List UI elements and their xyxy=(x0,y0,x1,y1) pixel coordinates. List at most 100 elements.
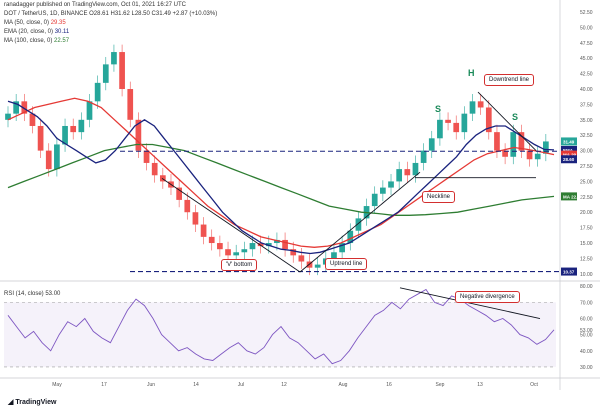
candle-body xyxy=(404,169,411,176)
right-shoulder-label: S xyxy=(512,112,519,122)
price-tag-bg xyxy=(561,145,577,154)
symbol-line: DOT / TetherUS, 1D, BINANCE O28.61 H31.6… xyxy=(4,11,218,17)
candle-body xyxy=(355,218,362,231)
candle-body xyxy=(233,252,240,256)
v-bottom-line xyxy=(161,177,301,273)
price-tick-label: 30.00 xyxy=(580,149,593,155)
candle-body xyxy=(371,193,378,207)
price-tick-label: 12.50 xyxy=(580,256,593,262)
price-tick-label: 10.00 xyxy=(580,272,593,278)
indicator-ma100-value: 22.57 xyxy=(54,38,70,44)
indicator-ma50-value: 29.35 xyxy=(50,20,66,26)
ma100-line xyxy=(7,143,555,216)
price-tick-label: 22.50 xyxy=(580,195,593,201)
candle-body xyxy=(159,175,166,182)
neckline-annotation: Neckline xyxy=(422,191,456,203)
candle-body xyxy=(380,187,386,194)
candle-body xyxy=(265,243,272,247)
candle-body xyxy=(298,255,305,262)
price-tick-label: 50.00 xyxy=(580,25,593,31)
head-label: H xyxy=(468,68,475,78)
price-tag-label: 31.49 xyxy=(563,139,575,144)
downtrend-annotation: Downtrend line xyxy=(484,74,535,86)
rsi-tick-label: 80.00 xyxy=(580,284,593,290)
footer-text: TradingView xyxy=(15,399,57,406)
candle-body xyxy=(282,239,288,250)
price-tick-label: 25.00 xyxy=(580,179,593,185)
candle-body xyxy=(534,153,541,160)
price-tick-label: 42.50 xyxy=(580,72,593,78)
indicator-ema20-label: EMA (20, close, 0) xyxy=(4,29,54,35)
candle-body xyxy=(119,52,125,90)
candle-body xyxy=(45,150,52,170)
candle-body xyxy=(542,141,549,154)
time-tick-label: Sep xyxy=(436,382,445,388)
time-tick-label: Jun xyxy=(147,382,155,388)
candle-body xyxy=(102,64,109,83)
candle-body xyxy=(151,162,158,176)
candle-body xyxy=(127,89,134,120)
candle-body xyxy=(428,138,435,151)
candle-body xyxy=(257,243,264,247)
candle-body xyxy=(62,125,68,145)
candle-body xyxy=(200,224,207,237)
candle-body xyxy=(21,101,28,114)
candle-body xyxy=(510,132,517,157)
indicator-ema20-value: 30.11 xyxy=(54,29,70,35)
rsi-tick-label: 40.00 xyxy=(580,349,593,355)
candle-body xyxy=(494,132,500,151)
candle-body xyxy=(70,125,77,133)
rsi-divergence-line xyxy=(399,287,541,319)
candle-body xyxy=(485,107,492,133)
time-tick-label: 12 xyxy=(281,382,287,388)
candle-body xyxy=(388,181,394,188)
price-tick-label: 40.00 xyxy=(580,87,593,93)
candle-body xyxy=(86,101,93,120)
rsi-tick-label: 70.00 xyxy=(580,300,593,306)
negative-divergence-annotation: Negative divergence xyxy=(455,291,520,303)
candle-body xyxy=(249,243,256,250)
candle-body xyxy=(184,199,191,213)
candle-body xyxy=(208,236,215,244)
price-tag-label: MA 29.35 xyxy=(563,153,583,158)
candle-body xyxy=(314,264,321,268)
candle-body xyxy=(13,101,20,114)
indicator-ma100: MA (100, close, 0) 22.57 xyxy=(4,38,69,44)
candle-body xyxy=(445,119,451,123)
candle-body xyxy=(241,249,248,253)
candle-body xyxy=(54,144,60,170)
rsi-tick-label: 50.00 xyxy=(580,333,593,339)
candle-body xyxy=(29,113,36,126)
candle-body xyxy=(111,52,117,65)
uptrend-line xyxy=(299,171,421,273)
time-tick-label: 16 xyxy=(386,382,392,388)
price-tag-bg xyxy=(561,267,577,276)
candle-body xyxy=(461,113,468,133)
candle-body xyxy=(5,113,11,120)
price-tag-bg xyxy=(561,155,577,164)
price-tag-bg xyxy=(561,137,577,146)
time-tick-label: May xyxy=(52,382,62,388)
candle-body xyxy=(477,101,484,108)
candle-body xyxy=(331,252,337,259)
candle-body xyxy=(412,162,419,176)
price-tag-bg xyxy=(561,150,577,159)
indicator-ema20: EMA (20, close, 0) 30.11 xyxy=(4,29,69,35)
candle-body xyxy=(339,243,345,253)
price-tick-label: 37.50 xyxy=(580,102,593,108)
price-tick-label: 15.00 xyxy=(580,241,593,247)
price-tick-label: 17.50 xyxy=(580,226,593,232)
left-shoulder-label: S xyxy=(435,104,442,114)
rsi-tick-label: 60.00 xyxy=(580,317,593,323)
time-tick-label: 13 xyxy=(477,382,483,388)
rsi-label: RSI (14, close) 53.00 xyxy=(4,291,61,297)
price-tick-label: 45.00 xyxy=(580,56,593,62)
candle-body xyxy=(94,82,101,102)
indicator-ma50-label: MA (50, close, 0) xyxy=(4,20,50,26)
price-tick-label: 27.50 xyxy=(580,164,593,170)
price-tick-label: 20.00 xyxy=(580,210,593,216)
price-tag-label: 10.37 xyxy=(563,270,575,275)
ema20-line xyxy=(7,100,555,255)
price-tick-label: 47.50 xyxy=(580,41,593,47)
